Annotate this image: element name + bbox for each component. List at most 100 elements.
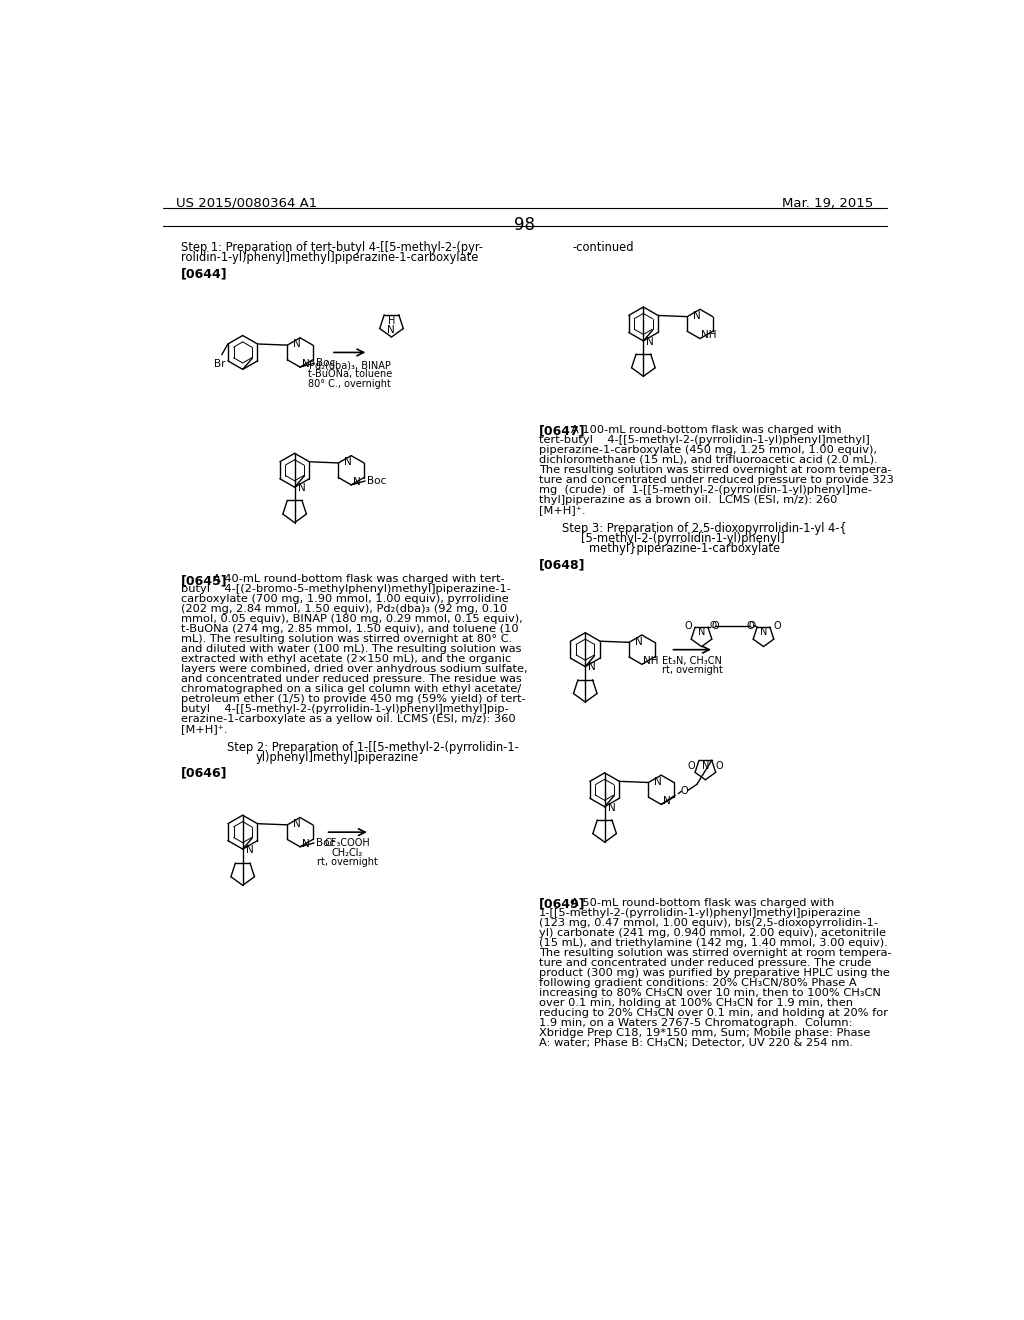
Text: layers were combined, dried over anhydrous sodium sulfate,: layers were combined, dried over anhydro… [180, 664, 527, 675]
Text: N: N [760, 627, 767, 638]
Text: yl)phenyl]methyl]piperazine: yl)phenyl]methyl]piperazine [256, 751, 419, 763]
Text: rt, overnight: rt, overnight [316, 857, 378, 867]
Text: rolidin-1-yl)phenyl]methyl]piperazine-1-carboxylate: rolidin-1-yl)phenyl]methyl]piperazine-1-… [180, 251, 478, 264]
Text: Boc: Boc [315, 358, 335, 368]
Text: N: N [697, 627, 706, 638]
Text: Et₃N, CH₃CN: Et₃N, CH₃CN [663, 656, 722, 665]
Text: A: water; Phase B: CH₃CN; Detector, UV 220 & 254 nm.: A: water; Phase B: CH₃CN; Detector, UV 2… [539, 1038, 853, 1048]
Text: O: O [687, 762, 695, 771]
Text: N: N [352, 477, 360, 487]
Text: N: N [607, 803, 615, 813]
Text: H: H [388, 317, 395, 326]
Text: Step 1: Preparation of tert-butyl 4-[[5-methyl-2-(pyr-: Step 1: Preparation of tert-butyl 4-[[5-… [180, 240, 482, 253]
Text: and concentrated under reduced pressure. The residue was: and concentrated under reduced pressure.… [180, 675, 521, 684]
Text: [M+H]⁺.: [M+H]⁺. [180, 725, 227, 734]
Text: US 2015/0080364 A1: US 2015/0080364 A1 [176, 197, 317, 210]
Text: tert-butyl    4-[[5-methyl-2-(pyrrolidin-1-yl)phenyl]methyl]: tert-butyl 4-[[5-methyl-2-(pyrrolidin-1-… [539, 434, 869, 445]
Text: 80° C., overnight: 80° C., overnight [308, 379, 391, 388]
Text: [0648]: [0648] [539, 558, 586, 572]
Text: mmol, 0.05 equiv), BINAP (180 mg, 0.29 mmol, 0.15 equiv),: mmol, 0.05 equiv), BINAP (180 mg, 0.29 m… [180, 614, 522, 624]
Text: reducing to 20% CH₃CN over 0.1 min, and holding at 20% for: reducing to 20% CH₃CN over 0.1 min, and … [539, 1007, 888, 1018]
Text: Step 3: Preparation of 2,5-dioxopyrrolidin-1-yl 4-{: Step 3: Preparation of 2,5-dioxopyrrolid… [562, 521, 847, 535]
Text: erazine-1-carboxylate as a yellow oil. LCMS (ESI, m/z): 360: erazine-1-carboxylate as a yellow oil. L… [180, 714, 515, 725]
Text: The resulting solution was stirred overnight at room tempera-: The resulting solution was stirred overn… [539, 948, 891, 957]
Text: NH: NH [643, 656, 658, 667]
Text: mL). The resulting solution was stirred overnight at 80° C.: mL). The resulting solution was stirred … [180, 635, 512, 644]
Text: [0649]: [0649] [539, 898, 586, 911]
Text: 98: 98 [514, 216, 536, 234]
Text: [M+H]⁺.: [M+H]⁺. [539, 506, 586, 515]
Text: 1-[[5-methyl-2-(pyrrolidin-1-yl)phenyl]methyl]piperazine: 1-[[5-methyl-2-(pyrrolidin-1-yl)phenyl]m… [539, 908, 861, 917]
Text: CH₂Cl₂: CH₂Cl₂ [332, 847, 364, 858]
Text: N: N [635, 636, 643, 647]
Text: [0646]: [0646] [180, 767, 227, 780]
Text: over 0.1 min, holding at 100% CH₃CN for 1.9 min, then: over 0.1 min, holding at 100% CH₃CN for … [539, 998, 853, 1007]
Text: O: O [711, 622, 719, 631]
Text: N: N [246, 845, 254, 855]
Text: Mar. 19, 2015: Mar. 19, 2015 [782, 197, 873, 210]
Text: petroleum ether (1/5) to provide 450 mg (59% yield) of tert-: petroleum ether (1/5) to provide 450 mg … [180, 694, 525, 705]
Text: following gradient conditions: 20% CH₃CN/80% Phase A: following gradient conditions: 20% CH₃CN… [539, 978, 856, 987]
Text: NH: NH [701, 330, 717, 341]
Text: mg  (crude)  of  1-[[5-methyl-2-(pyrrolidin-1-yl)phenyl]me-: mg (crude) of 1-[[5-methyl-2-(pyrrolidin… [539, 484, 871, 495]
Text: thyl]piperazine as a brown oil.  LCMS (ESI, m/z): 260: thyl]piperazine as a brown oil. LCMS (ES… [539, 495, 838, 504]
Text: A 50-mL round-bottom flask was charged with: A 50-mL round-bottom flask was charged w… [571, 898, 835, 908]
Text: product (300 mg) was purified by preparative HPLC using the: product (300 mg) was purified by prepara… [539, 968, 890, 978]
Text: [0645]: [0645] [180, 574, 227, 587]
Text: N: N [293, 339, 301, 350]
Text: O: O [749, 620, 756, 630]
Text: N: N [589, 663, 596, 672]
Text: (15 mL), and triethylamine (142 mg, 1.40 mmol, 3.00 equiv).: (15 mL), and triethylamine (142 mg, 1.40… [539, 937, 888, 948]
Text: chromatographed on a silica gel column with ethyl acetate/: chromatographed on a silica gel column w… [180, 684, 521, 694]
Text: Step 2: Preparation of 1-[[5-methyl-2-(pyrrolidin-1-: Step 2: Preparation of 1-[[5-methyl-2-(p… [227, 741, 519, 754]
Text: and diluted with water (100 mL). The resulting solution was: and diluted with water (100 mL). The res… [180, 644, 521, 655]
Text: -continued: -continued [572, 240, 634, 253]
Text: [0644]: [0644] [180, 268, 227, 281]
Text: N: N [298, 483, 305, 492]
Text: O: O [709, 620, 716, 630]
Text: N: N [663, 796, 671, 807]
Text: butyl    4-[[5-methyl-2-(pyrrolidin-1-yl)phenyl]methyl]pip-: butyl 4-[[5-methyl-2-(pyrrolidin-1-yl)ph… [180, 705, 509, 714]
Text: N: N [302, 359, 309, 370]
Text: Xbridge Prep C18, 19*150 mm, Sum; Mobile phase: Phase: Xbridge Prep C18, 19*150 mm, Sum; Mobile… [539, 1028, 870, 1038]
Text: 1.9 min, on a Waters 2767-5 Chromatograph.  Column:: 1.9 min, on a Waters 2767-5 Chromatograp… [539, 1018, 852, 1028]
Text: [5-methyl-2-(pyrrolidin-1-yl)phenyl]: [5-methyl-2-(pyrrolidin-1-yl)phenyl] [582, 532, 785, 545]
Text: [0647]: [0647] [539, 425, 586, 438]
Text: N: N [344, 457, 352, 467]
Text: Boc: Boc [367, 477, 386, 486]
Text: dichloromethane (15 mL), and trifluoroacetic acid (2.0 mL).: dichloromethane (15 mL), and trifluoroac… [539, 455, 878, 465]
Text: A 40-mL round-bottom flask was charged with tert-: A 40-mL round-bottom flask was charged w… [213, 574, 505, 585]
Text: increasing to 80% CH₃CN over 10 min, then to 100% CH₃CN: increasing to 80% CH₃CN over 10 min, the… [539, 987, 881, 998]
Text: piperazine-1-carboxylate (450 mg, 1.25 mmol, 1.00 equiv),: piperazine-1-carboxylate (450 mg, 1.25 m… [539, 445, 877, 455]
Text: Br: Br [214, 359, 226, 370]
Text: N: N [302, 838, 309, 849]
Text: N: N [646, 337, 654, 347]
Text: carboxylate (700 mg, 1.90 mmol, 1.00 equiv), pyrrolidine: carboxylate (700 mg, 1.90 mmol, 1.00 equ… [180, 594, 509, 605]
Text: t-BuONa (274 mg, 2.85 mmol, 1.50 equiv), and toluene (10: t-BuONa (274 mg, 2.85 mmol, 1.50 equiv),… [180, 624, 518, 634]
Text: N: N [701, 760, 709, 771]
Text: N: N [387, 325, 394, 335]
Text: (123 mg, 0.47 mmol, 1.00 equiv), bis(2,5-dioxopyrrolidin-1-: (123 mg, 0.47 mmol, 1.00 equiv), bis(2,5… [539, 917, 878, 928]
Text: Pd₂(dba)₃, BINAP: Pd₂(dba)₃, BINAP [308, 360, 390, 370]
Text: t-BuONa, toluene: t-BuONa, toluene [307, 370, 392, 379]
Text: rt, overnight: rt, overnight [662, 665, 723, 675]
Text: yl) carbonate (241 mg, 0.940 mmol, 2.00 equiv), acetonitrile: yl) carbonate (241 mg, 0.940 mmol, 2.00 … [539, 928, 886, 937]
Text: A 100-mL round-bottom flask was charged with: A 100-mL round-bottom flask was charged … [571, 425, 842, 434]
Text: O: O [681, 785, 688, 796]
Text: N: N [293, 818, 301, 829]
Text: N: N [654, 776, 662, 787]
Text: N: N [693, 312, 700, 321]
Text: extracted with ethyl acetate (2×150 mL), and the organic: extracted with ethyl acetate (2×150 mL),… [180, 655, 511, 664]
Text: O: O [684, 622, 692, 631]
Text: ture and concentrated under reduced pressure. The crude: ture and concentrated under reduced pres… [539, 958, 871, 968]
Text: The resulting solution was stirred overnight at room tempera-: The resulting solution was stirred overn… [539, 465, 891, 475]
Text: Boc: Boc [315, 838, 335, 847]
Text: butyl    4-[(2-bromo-5-methylphenyl)methyl]piperazine-1-: butyl 4-[(2-bromo-5-methylphenyl)methyl]… [180, 585, 511, 594]
Text: (202 mg, 2.84 mmol, 1.50 equiv), Pd₂(dba)₃ (92 mg, 0.10: (202 mg, 2.84 mmol, 1.50 equiv), Pd₂(dba… [180, 605, 507, 614]
Text: ture and concentrated under reduced pressure to provide 323: ture and concentrated under reduced pres… [539, 475, 894, 484]
Text: O: O [773, 622, 780, 631]
Text: CF₃COOH: CF₃COOH [325, 838, 371, 849]
Text: methyl}piperazine-1-carboxylate: methyl}piperazine-1-carboxylate [589, 543, 780, 554]
Text: O: O [746, 622, 754, 631]
Text: O: O [716, 762, 723, 771]
